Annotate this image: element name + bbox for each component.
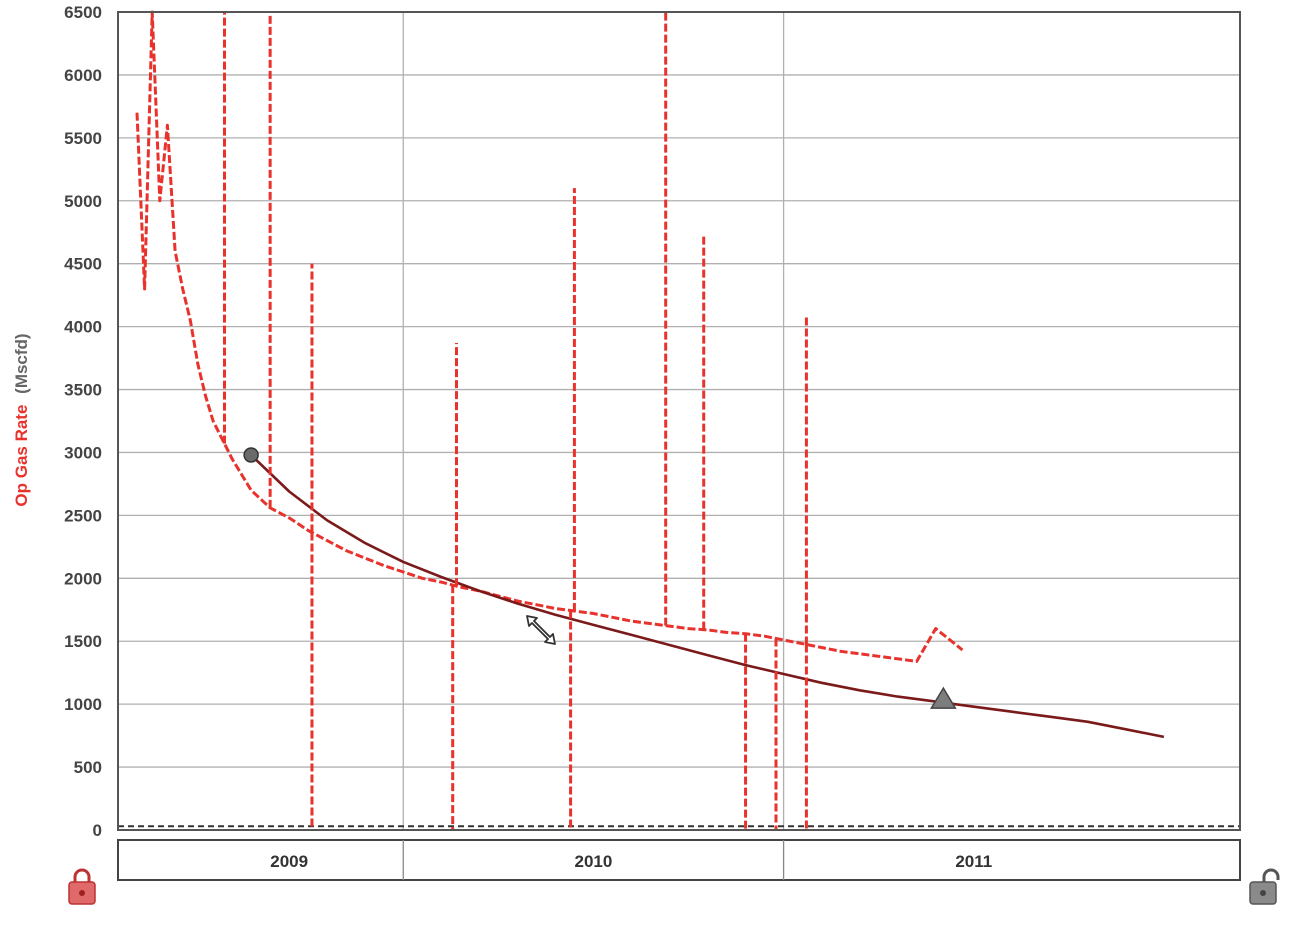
y-tick-label: 2000: [64, 569, 102, 588]
y-tick-label: 0: [93, 821, 102, 840]
y-tick-label: 1500: [64, 632, 102, 651]
plot-frame: [117, 11, 1241, 831]
y-axis-ticks: 6500600055005000450040003500300025002000…: [64, 3, 102, 840]
year-label: 2009: [270, 852, 308, 871]
y-tick-label: 5500: [64, 129, 102, 148]
series-layer: [118, 10, 1240, 830]
y-tick-label: 6500: [64, 3, 102, 22]
y-tick-label: 4500: [64, 255, 102, 274]
y-tick-label: 3500: [64, 381, 102, 400]
start-marker-circle: [243, 447, 259, 463]
year-axis-band: [117, 839, 1241, 881]
y-tick-label: 500: [74, 758, 102, 777]
y-tick-label: 5000: [64, 192, 102, 211]
markers: [243, 447, 957, 709]
y-tick-label: 2500: [64, 506, 102, 525]
y-tick-label: 6000: [64, 66, 102, 85]
y-tick-label: 4000: [64, 318, 102, 337]
plot-area: [118, 12, 1240, 830]
y-tick-label: 3000: [64, 443, 102, 462]
resize-diagonal-icon[interactable]: [526, 615, 556, 645]
y-axis-title-unit: (Mscfd): [12, 333, 31, 393]
year-label: 2010: [575, 852, 613, 871]
x-axis-years: 2009 2010 2011: [117, 839, 1241, 881]
lock-unlocked-icon[interactable]: [1249, 868, 1280, 905]
decline-fit-line: [250, 454, 1165, 739]
y-axis-title: Op Gas Rate (Mscfd): [12, 333, 31, 506]
y-tick-label: 1000: [64, 695, 102, 714]
y-axis-title-main: Op Gas Rate: [12, 405, 31, 507]
lock-locked-icon[interactable]: [68, 868, 96, 905]
year-label: 2011: [955, 852, 992, 871]
end-marker-triangle: [930, 686, 957, 709]
